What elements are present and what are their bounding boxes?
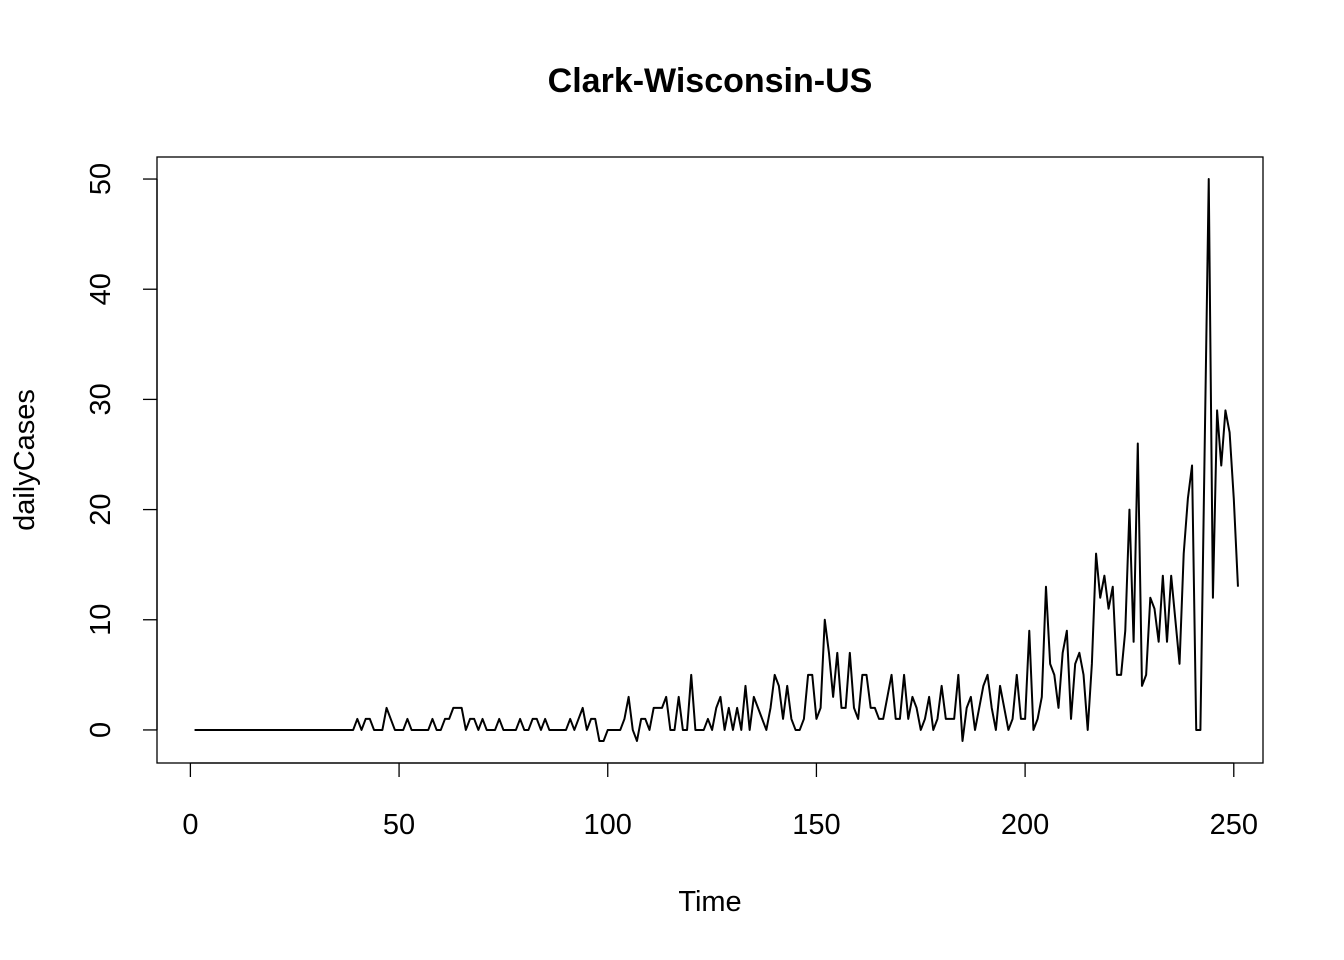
x-tick-label: 50 <box>383 809 415 841</box>
x-tick-label: 250 <box>1210 809 1258 841</box>
x-axis-label: Time <box>678 886 741 918</box>
y-axis-label: dailyCases <box>9 389 41 531</box>
x-tick-label: 150 <box>792 809 840 841</box>
y-axis: 0 10 20 30 40 50 <box>85 163 158 738</box>
y-tick-label: 20 <box>85 493 117 525</box>
x-axis: 0 50 100 150 200 250 <box>182 762 1258 841</box>
x-tick-label: 100 <box>584 809 632 841</box>
y-tick-label: 40 <box>85 273 117 305</box>
y-tick-label: 10 <box>85 604 117 636</box>
y-tick-label: 0 <box>85 722 117 738</box>
y-tick-label: 50 <box>85 163 117 195</box>
plot-frame <box>156 156 1264 764</box>
series-line <box>194 178 1239 742</box>
x-tick-label: 0 <box>182 809 198 841</box>
y-tick-label: 30 <box>85 383 117 415</box>
x-tick-label: 200 <box>1001 809 1049 841</box>
series-layer <box>194 178 1239 742</box>
chart-title: Clark-Wisconsin-US <box>548 62 873 100</box>
